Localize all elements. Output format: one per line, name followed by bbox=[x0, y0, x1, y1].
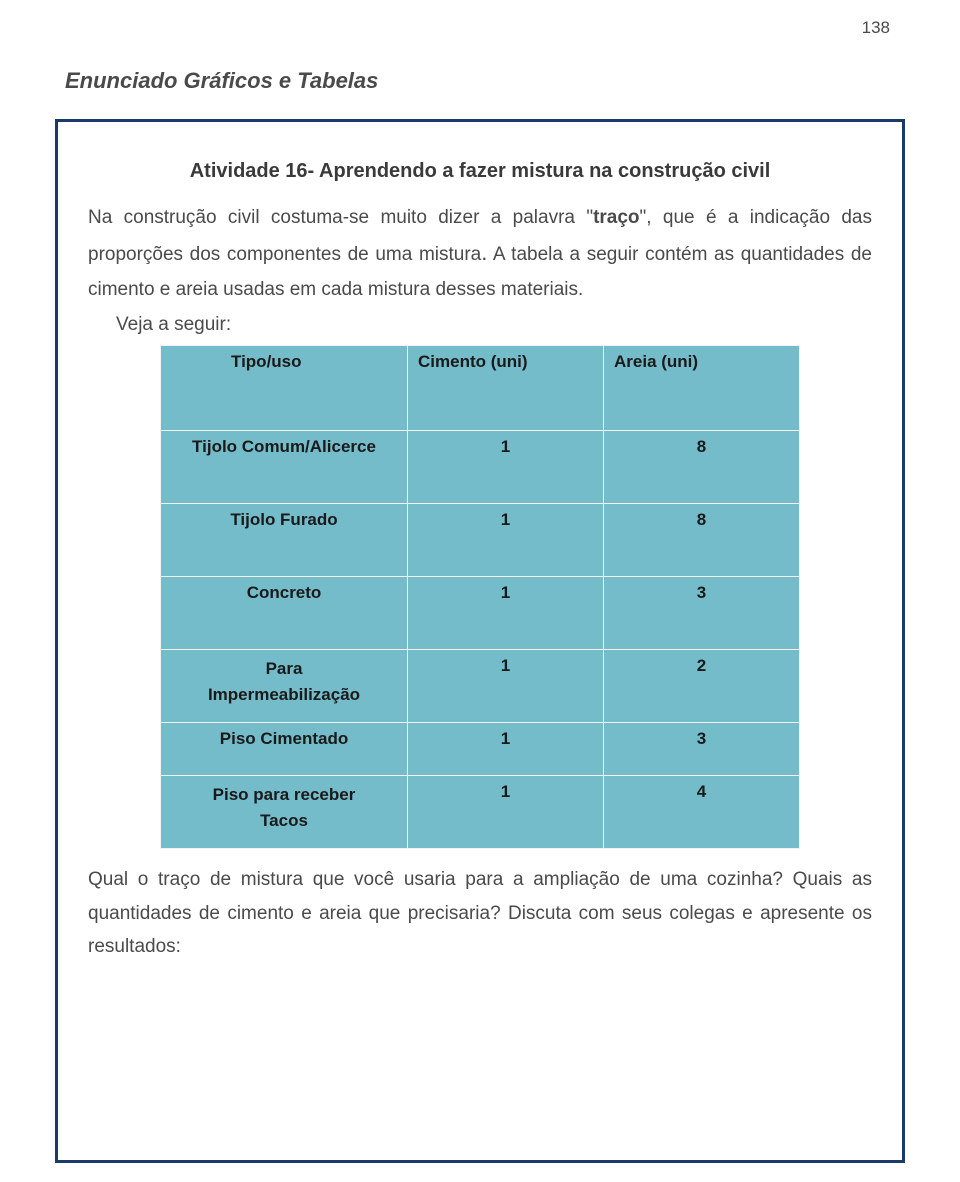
activity-frame: Atividade 16- Aprendendo a fazer mistura… bbox=[55, 119, 905, 1163]
row-label-line2: Tacos bbox=[260, 811, 308, 830]
row-label-line1: Para bbox=[266, 659, 303, 678]
row-label: Tijolo Comum/Alicerce bbox=[161, 431, 408, 504]
table-row: Piso Cimentado 1 3 bbox=[161, 723, 800, 776]
paragraph-2: Veja a seguir: bbox=[88, 308, 872, 341]
row-label: Piso para receber Tacos bbox=[161, 776, 408, 849]
p1-pre: Na construção civil costuma-se muito diz… bbox=[88, 207, 593, 228]
row-label-line2: Impermeabilização bbox=[208, 685, 360, 704]
row-cimento: 1 bbox=[408, 577, 604, 650]
paragraph-3: Qual o traço de mistura que você usaria … bbox=[88, 863, 872, 963]
activity-title: Atividade 16- Aprendendo a fazer mistura… bbox=[88, 160, 872, 183]
traco-table-wrap: Tipo/uso Cimento (uni) Areia (uni) Tijol… bbox=[160, 345, 800, 849]
row-label: Concreto bbox=[161, 577, 408, 650]
paragraph-1: Na construção civil costuma-se muito diz… bbox=[88, 201, 872, 306]
traco-table: Tipo/uso Cimento (uni) Areia (uni) Tijol… bbox=[160, 345, 800, 849]
row-areia: 3 bbox=[604, 577, 800, 650]
table-row: Concreto 1 3 bbox=[161, 577, 800, 650]
row-areia: 2 bbox=[604, 650, 800, 723]
col-header-cimento: Cimento (uni) bbox=[408, 346, 604, 431]
table-header-row: Tipo/uso Cimento (uni) Areia (uni) bbox=[161, 346, 800, 431]
row-label: Piso Cimentado bbox=[161, 723, 408, 776]
table-row: Tijolo Comum/Alicerce 1 8 bbox=[161, 431, 800, 504]
row-areia: 8 bbox=[604, 431, 800, 504]
row-cimento: 1 bbox=[408, 650, 604, 723]
page-number: 138 bbox=[0, 0, 960, 38]
row-label: Tijolo Furado bbox=[161, 504, 408, 577]
table-row: Para Impermeabilização 1 2 bbox=[161, 650, 800, 723]
col-header-tipo: Tipo/uso bbox=[161, 346, 408, 431]
row-cimento: 1 bbox=[408, 504, 604, 577]
row-cimento: 1 bbox=[408, 723, 604, 776]
table-row: Piso para receber Tacos 1 4 bbox=[161, 776, 800, 849]
row-label: Para Impermeabilização bbox=[161, 650, 408, 723]
row-cimento: 1 bbox=[408, 431, 604, 504]
col-header-areia: Areia (uni) bbox=[604, 346, 800, 431]
section-title: Enunciado Gráficos e Tabelas bbox=[0, 38, 960, 94]
row-label-line1: Piso para receber bbox=[213, 785, 356, 804]
row-areia: 8 bbox=[604, 504, 800, 577]
p1-bold: traço bbox=[593, 207, 639, 228]
row-cimento: 1 bbox=[408, 776, 604, 849]
table-row: Tijolo Furado 1 8 bbox=[161, 504, 800, 577]
row-areia: 4 bbox=[604, 776, 800, 849]
row-areia: 3 bbox=[604, 723, 800, 776]
